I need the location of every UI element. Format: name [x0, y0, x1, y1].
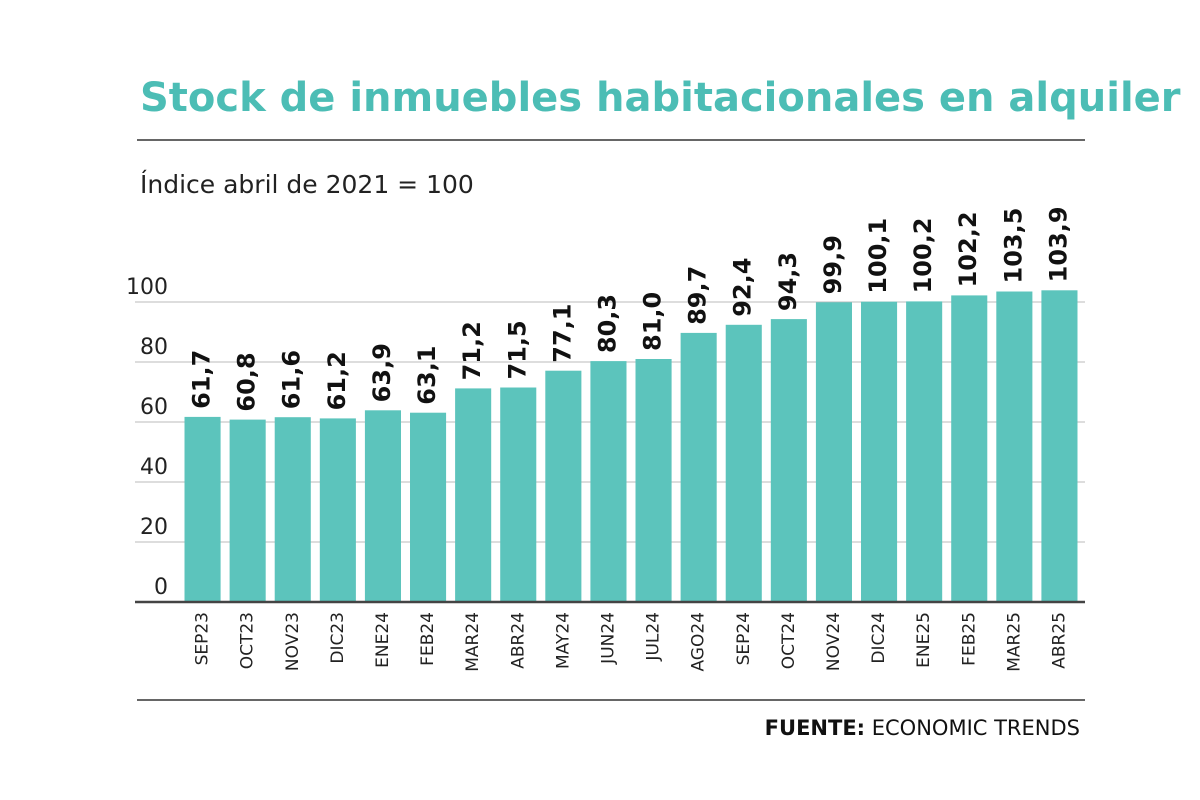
y-tick-label: 100 — [126, 275, 168, 300]
chart-title: Stock de inmuebles habitacionales en alq… — [140, 75, 1181, 121]
source: ECONOMIC TRENDS — [872, 716, 1080, 740]
bar — [410, 412, 447, 602]
bar — [906, 301, 943, 602]
value-label: 103,5 — [999, 208, 1027, 284]
x-tick-label: FEB24 — [418, 612, 438, 666]
x-tick-label: OCT24 — [779, 612, 799, 669]
bar — [951, 295, 988, 602]
x-tick-label: JUN24 — [598, 612, 618, 665]
bar — [319, 418, 356, 602]
x-tick-label: DIC24 — [869, 612, 889, 664]
bar — [545, 370, 582, 602]
value-label: 71,2 — [458, 321, 486, 380]
value-label: 102,2 — [954, 211, 982, 287]
x-tick-label: OCT23 — [238, 612, 258, 669]
bar — [635, 359, 672, 602]
x-tick-label: ABR24 — [508, 612, 528, 669]
value-label: 77,1 — [548, 303, 576, 362]
bar — [184, 416, 221, 602]
source-label: FUENTE: — [765, 716, 865, 740]
bar — [996, 291, 1033, 602]
x-tick-label: JUL24 — [644, 612, 664, 662]
bar — [725, 324, 762, 602]
chart-subtitle: Índice abril de 2021 = 100 — [140, 170, 474, 199]
bar — [680, 332, 717, 602]
value-label: 80,3 — [593, 294, 621, 353]
value-label: 71,5 — [503, 320, 531, 379]
x-tick-label: SEP24 — [734, 612, 754, 665]
x-tick-label: MAY24 — [553, 612, 573, 669]
source-note: FUENTE: ECONOMIC TRENDS — [765, 716, 1080, 740]
value-label: 92,4 — [729, 258, 757, 317]
y-tick-label: 60 — [140, 395, 168, 420]
value-label: 63,9 — [368, 343, 396, 402]
bar — [274, 417, 311, 602]
value-label: 60,8 — [233, 352, 261, 411]
y-tick-label: 20 — [140, 515, 168, 540]
value-label: 61,2 — [323, 351, 351, 410]
value-label: 94,3 — [774, 252, 802, 311]
value-label: 61,7 — [188, 350, 216, 409]
x-tick-label: ENE25 — [914, 612, 934, 668]
x-tick-label: AGO24 — [689, 612, 709, 672]
value-label: 100,1 — [864, 218, 892, 294]
value-label: 103,9 — [1044, 206, 1072, 282]
y-tick-label: 0 — [154, 575, 168, 600]
value-label: 61,6 — [278, 350, 306, 409]
x-tick-label: ENE24 — [373, 612, 393, 668]
x-tick-label: MAR25 — [1004, 612, 1024, 672]
x-tick-label: FEB25 — [959, 612, 979, 666]
value-label: 81,0 — [639, 292, 667, 351]
bar — [229, 419, 266, 602]
bar — [861, 301, 898, 602]
bar — [500, 387, 537, 602]
x-tick-label: NOV24 — [824, 612, 844, 671]
bar — [364, 410, 401, 602]
x-tick-label: DIC23 — [328, 612, 348, 664]
value-label: 99,9 — [819, 235, 847, 294]
y-tick-label: 80 — [140, 335, 168, 360]
x-tick-label: NOV23 — [283, 612, 303, 671]
bar — [770, 319, 807, 602]
y-tick-label: 40 — [140, 455, 168, 480]
x-tick-label: ABR25 — [1049, 612, 1069, 669]
bar — [590, 361, 627, 602]
value-label: 63,1 — [413, 345, 441, 404]
value-label: 89,7 — [684, 266, 712, 325]
x-tick-label: SEP23 — [193, 612, 213, 665]
value-label: 100,2 — [909, 217, 937, 293]
bar — [455, 388, 492, 602]
bar — [1041, 290, 1078, 602]
x-tick-label: MAR24 — [463, 612, 483, 672]
bar — [815, 302, 852, 602]
